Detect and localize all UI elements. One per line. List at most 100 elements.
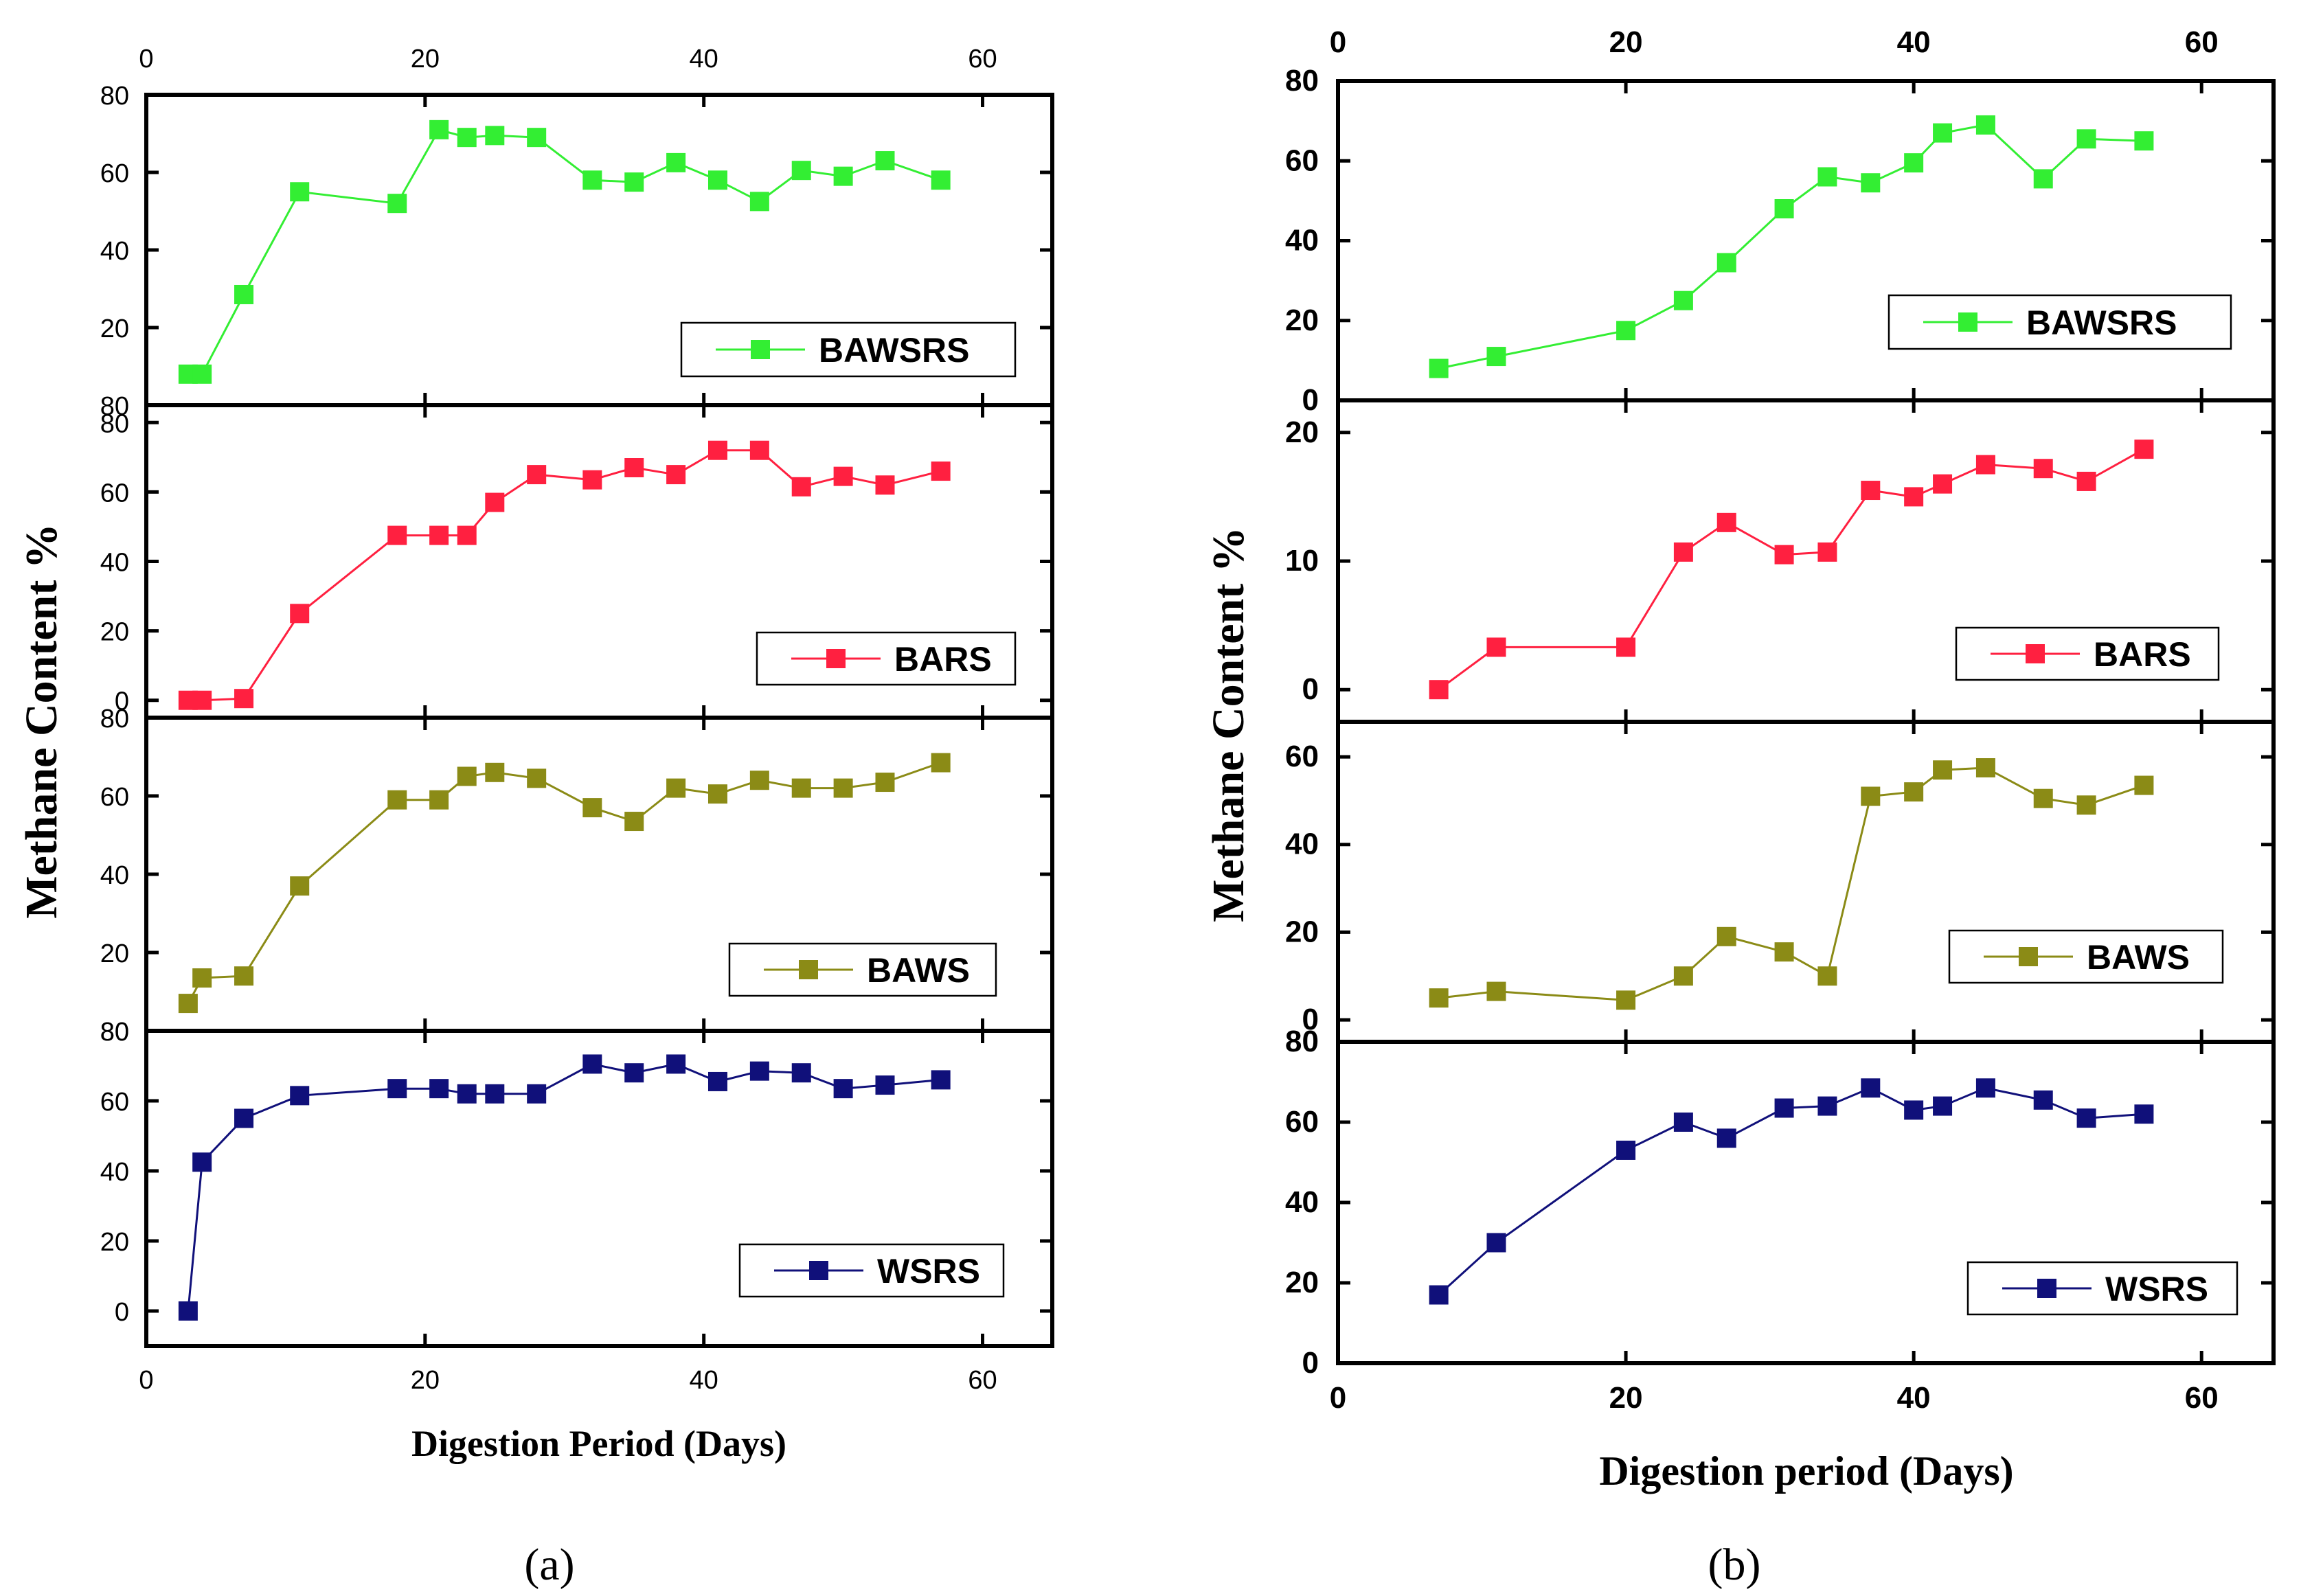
subplot-bawsrs: 0 20 40 60 80 BAWSRS	[1285, 64, 2276, 417]
data-point	[1486, 1233, 1506, 1253]
data-point	[1817, 167, 1837, 187]
data-point	[1904, 782, 1924, 802]
xtick-label-bottom: 0	[139, 1366, 153, 1395]
data-point	[707, 440, 727, 460]
data-point	[1429, 1285, 1449, 1305]
data-point	[234, 1108, 254, 1128]
subplot-wsrs: 0 20 40 60 80 WSRS	[100, 1018, 1054, 1348]
data-point	[457, 766, 477, 786]
data-point	[290, 604, 310, 624]
data-point	[2033, 788, 2053, 808]
subplot-frame	[144, 1029, 1054, 1348]
data-point	[192, 690, 212, 710]
data-point	[2076, 795, 2096, 815]
data-point	[666, 465, 686, 485]
legend-bars: BARS	[1955, 626, 2220, 681]
ytick-label: 20	[100, 1228, 129, 1257]
data-point	[178, 1301, 198, 1321]
xtick-label-top: 40	[690, 45, 718, 73]
data-point	[1673, 542, 1693, 562]
data-point	[833, 466, 853, 486]
data-point	[429, 1079, 449, 1099]
data-point	[2134, 775, 2154, 795]
legend-marker	[751, 340, 770, 359]
data-point	[749, 192, 769, 212]
xtick-label-top: 20	[411, 45, 440, 73]
subplot-bars: 0 10 20 BARS	[1285, 398, 2276, 724]
data-point	[624, 172, 644, 192]
ytick-label: 20	[100, 939, 129, 968]
data-point	[527, 128, 547, 148]
data-point	[791, 1063, 811, 1083]
data-point	[429, 119, 449, 139]
data-point	[833, 778, 853, 798]
ytick-label: 60	[100, 1088, 129, 1117]
subplot-bawsrs: 20 40 60 80 80 BAWSRS	[100, 82, 1054, 421]
legend-baws: BAWS	[1948, 929, 2224, 984]
data-point	[1933, 123, 1953, 143]
data-point	[1716, 512, 1736, 532]
xtick-label-top: 60	[968, 45, 997, 73]
ytick-label: 80	[1285, 1025, 1319, 1058]
data-point	[485, 492, 505, 512]
data-point	[429, 790, 449, 810]
data-point	[457, 128, 477, 148]
ytick-label: 40	[100, 549, 129, 578]
data-point	[1673, 966, 1693, 986]
ytick-label: 60	[1285, 144, 1319, 177]
ytick-label: 80	[100, 82, 129, 111]
data-point	[387, 194, 407, 214]
legend-bawsrs: BAWSRS	[680, 321, 1017, 378]
data-point	[666, 778, 686, 798]
data-point	[931, 753, 951, 773]
legend-label: BAWS	[2087, 938, 2190, 977]
data-point	[485, 1084, 505, 1104]
legend-label: BARS	[2094, 635, 2191, 674]
data-point	[666, 1054, 686, 1074]
data-point	[707, 1071, 727, 1091]
ytick-label: 20	[100, 315, 129, 343]
data-point	[290, 876, 310, 896]
ytick-label: 40	[100, 237, 129, 266]
legend-label: BARS	[894, 640, 992, 679]
data-point	[2076, 471, 2096, 491]
legend-marker	[799, 960, 818, 979]
panel-label: (a)	[524, 1540, 574, 1590]
data-point	[791, 161, 811, 181]
data-point	[1774, 199, 1794, 218]
xtick-label-top: 60	[2185, 25, 2219, 59]
ytick-label: 60	[1285, 740, 1319, 773]
data-point	[1861, 786, 1881, 806]
data-point	[387, 1079, 407, 1099]
data-point	[1904, 1100, 1924, 1120]
data-point	[234, 966, 254, 986]
data-point	[2033, 1090, 2053, 1110]
data-point	[485, 126, 505, 146]
ytick-label: 40	[1285, 224, 1319, 258]
legend-label: WSRS	[2105, 1270, 2208, 1308]
ytick-label: 20	[100, 618, 129, 647]
data-point	[2076, 1108, 2096, 1128]
data-point	[1933, 760, 1953, 780]
data-point	[429, 525, 449, 545]
subplot-bars: 0 20 40 60 80 BARS	[100, 403, 1054, 720]
ytick-label: 0	[1302, 1003, 1319, 1036]
data-point	[582, 470, 602, 490]
data-point	[234, 689, 254, 709]
data-point	[707, 784, 727, 804]
data-point	[875, 151, 895, 171]
legend-marker	[826, 649, 846, 668]
data-point	[624, 1063, 644, 1083]
xtick-label-bottom: 20	[1609, 1381, 1643, 1415]
data-point	[1774, 545, 1794, 565]
ytick-label: 20	[1285, 915, 1319, 948]
data-point	[192, 1152, 212, 1172]
data-point	[749, 440, 769, 460]
ytick-label: 80	[100, 409, 129, 438]
data-point	[1975, 1078, 1995, 1098]
data-point	[582, 798, 602, 818]
data-point	[1861, 173, 1881, 193]
data-point	[290, 1086, 310, 1106]
data-point	[192, 968, 212, 988]
